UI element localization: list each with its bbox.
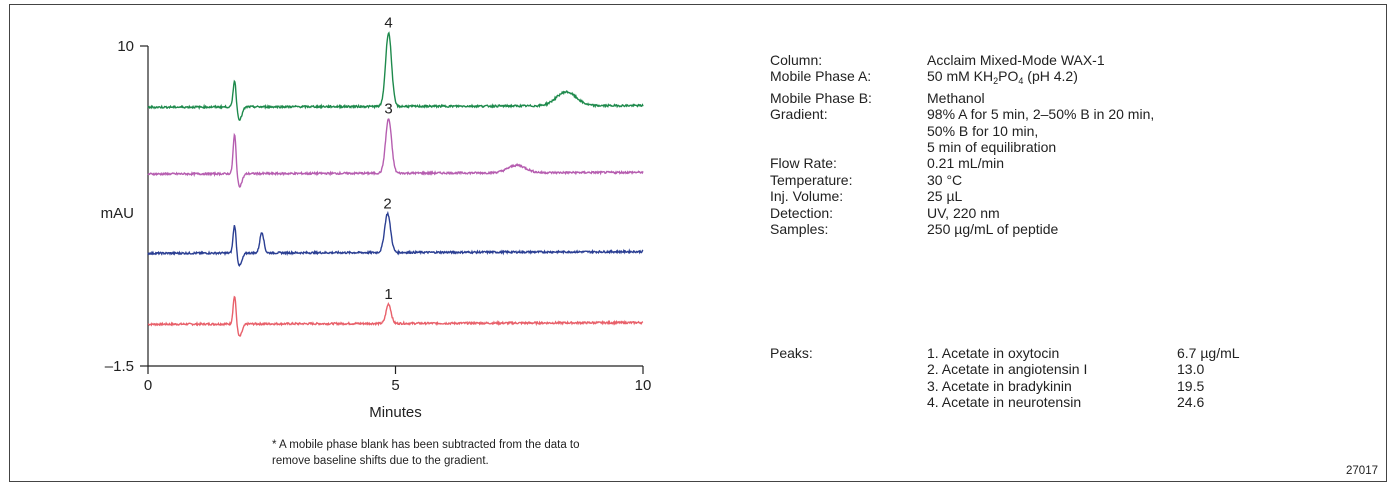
condition-row: Column: Acclaim Mixed-Mode WAX-1 (770, 52, 1154, 68)
condition-row: Inj. Volume: 25 µL (770, 188, 1154, 204)
peak-name: 4. Acetate in neurotensin (927, 394, 1082, 411)
peak-amount: 19.5 (1177, 377, 1205, 394)
chart-labels: 1 2 3 4 (383, 14, 392, 302)
peak-row: 2. Acetate in angiotensin I 13.0 (770, 361, 1240, 377)
conditions-table: Column: Acclaim Mixed-Mode WAX-1 Mobile Ph… (770, 52, 1154, 237)
condition-value: 250 µg/mL of peptide (927, 221, 1059, 238)
condition-label: Temperature: (770, 171, 853, 188)
condition-row: Samples: 250 µg/mL of peptide (770, 221, 1154, 237)
peaks-heading (770, 378, 927, 394)
condition-label (770, 123, 927, 139)
condition-row: Detection: UV, 220 nm (770, 205, 1154, 221)
x-tick-label: 0 (144, 377, 152, 394)
condition-row: Gradient: 98% A for 5 min, 2–50% B in 20 … (770, 106, 1154, 122)
chart-footnote: * A mobile phase blank has been subtract… (272, 439, 580, 467)
condition-value: Acclaim Mixed-Mode WAX-1 (927, 52, 1105, 68)
chart-axes: 0 5 10 –1.5 10 Minutes mAU (101, 38, 652, 421)
peak-row: Peaks: 1. Acetate in oxytocin 6.7 µg/mL (770, 345, 1240, 361)
peak-label-3: 3 (384, 101, 392, 118)
condition-value: Methanol (927, 89, 985, 106)
peak-amount: 24.6 (1177, 394, 1205, 411)
condition-value: 50% B for 10 min, (927, 122, 1039, 139)
condition-label (770, 139, 927, 155)
trace-1-line (147, 295, 644, 337)
condition-row: Mobile Phase A: 50 mM KH2PO4 (pH 4.2) (770, 68, 1154, 89)
figure-id: 27017 (1346, 465, 1378, 477)
x-tick-label: 5 (391, 377, 399, 394)
condition-row: 50% B for 10 min, (770, 123, 1154, 139)
trace-2-line (147, 210, 644, 268)
x-axis-title: Minutes (369, 404, 422, 421)
x-tick-label: 10 (635, 377, 652, 394)
peak-amount: 13.0 (1177, 361, 1205, 378)
peak-name: 1. Acetate in oxytocin (927, 345, 1060, 361)
peak-amount: 6.7 µg/mL (1177, 345, 1240, 361)
condition-value: UV, 220 nm (927, 204, 1000, 221)
condition-value: 25 µL (927, 188, 963, 205)
peak-label-4: 4 (384, 14, 392, 31)
chart-traces (147, 31, 644, 337)
condition-value: 98% A for 5 min, 2–50% B in 20 min, (927, 106, 1155, 123)
trace-3-line (147, 118, 644, 189)
condition-value: 5 min of equilibration (927, 139, 1057, 156)
condition-row: Flow Rate: 0.21 mL/min (770, 155, 1154, 171)
condition-row: Temperature: 30 °C (770, 172, 1154, 188)
peak-row: 3. Acetate in bradykinin 19.5 (770, 378, 1240, 394)
peaks-heading (770, 394, 927, 410)
peaks-table: Peaks: 1. Acetate in oxytocin 6.7 µg/mL 2. … (770, 345, 1240, 411)
y-tick-label: –1.5 (105, 358, 134, 375)
condition-label: Detection: (770, 204, 834, 221)
condition-label: Mobile Phase B: (770, 89, 872, 106)
condition-label: Gradient: (770, 106, 828, 123)
peak-name: 3. Acetate in bradykinin (927, 377, 1072, 394)
peak-label-2: 2 (383, 195, 391, 212)
y-axis-title: mAU (101, 205, 134, 222)
condition-label: Mobile Phase A: (770, 68, 872, 85)
peak-row: 4. Acetate in neurotensin 24.6 (770, 394, 1240, 410)
peaks-heading: Peaks: (770, 345, 813, 361)
trace-4-line (147, 31, 644, 121)
condition-label: Flow Rate: (770, 155, 837, 172)
peak-name: 2. Acetate in angiotensin I (927, 361, 1088, 378)
condition-value: 0.21 mL/min (927, 155, 1005, 172)
condition-value: 50 mM KH2PO4 (pH 4.2) (927, 68, 1078, 87)
condition-value: 30 °C (927, 171, 963, 188)
condition-label: Column: (770, 52, 823, 68)
peak-label-1: 1 (384, 286, 392, 303)
peaks-heading (770, 361, 927, 377)
y-tick-label: 10 (117, 38, 134, 55)
condition-row: Mobile Phase B: Methanol (770, 90, 1154, 106)
condition-row: 5 min of equilibration (770, 139, 1154, 155)
condition-label: Inj. Volume: (770, 188, 844, 205)
condition-label: Samples: (770, 221, 829, 238)
figure-frame (9, 4, 1387, 482)
